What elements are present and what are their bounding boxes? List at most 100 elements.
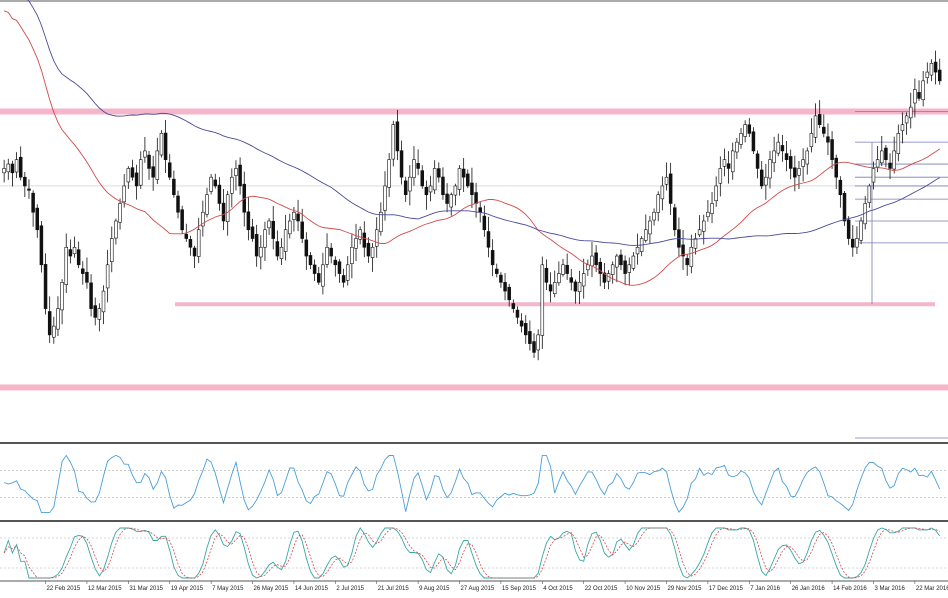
- candle-body: [18, 156, 23, 178]
- moving-average-slow: [27, 0, 940, 246]
- candle-body: [254, 234, 259, 257]
- rsi-pane: [0, 454, 948, 522]
- x-tick-label: 19 Apr 2015: [171, 586, 204, 592]
- candle-body: [937, 69, 942, 82]
- candle-body: [490, 250, 495, 266]
- candle-body: [424, 186, 429, 196]
- x-tick-label: 26 May 2015: [254, 586, 289, 592]
- candle-body: [292, 211, 296, 220]
- candle-body: [147, 154, 151, 169]
- candle-body: [925, 71, 930, 78]
- candle-body: [383, 185, 387, 211]
- candle-body: [776, 141, 781, 154]
- mid-support-zone: [175, 302, 935, 307]
- candle-body: [602, 272, 607, 283]
- candle-body: [921, 80, 925, 101]
- candle-body: [793, 167, 797, 178]
- candle-body: [784, 153, 789, 160]
- candle-body: [288, 220, 292, 235]
- candle-body: [830, 139, 834, 160]
- candle-body: [304, 239, 309, 257]
- candle-body: [693, 238, 698, 249]
- x-tick-label: 15 Sep 2015: [502, 586, 537, 592]
- candle-body: [788, 156, 793, 169]
- x-tick-label: 14 Feb 2016: [833, 586, 867, 592]
- candle-body: [714, 185, 718, 202]
- candle-body: [10, 163, 15, 174]
- candle-body: [345, 264, 350, 281]
- x-tick-label: 17 Dec 2015: [709, 586, 744, 592]
- candle-body: [23, 176, 27, 187]
- candle-body: [904, 115, 909, 124]
- moving-average-fast: [3, 10, 940, 286]
- candle-body: [834, 157, 838, 178]
- candle-body: [118, 203, 122, 223]
- candle-body: [110, 238, 114, 262]
- candle-body: [350, 246, 354, 264]
- candle-body: [2, 168, 6, 174]
- stochastic-pane: [0, 527, 948, 582]
- candle-body: [43, 264, 48, 309]
- candle-body: [263, 229, 267, 248]
- candle-body: [101, 290, 106, 313]
- candle-body: [482, 215, 487, 231]
- candle-body: [296, 213, 300, 222]
- candle-body: [569, 277, 574, 283]
- candle-body: [900, 124, 905, 132]
- candle-body: [213, 179, 218, 187]
- candle-body: [586, 264, 590, 271]
- candle-body: [855, 238, 859, 248]
- candle-body: [768, 159, 772, 179]
- candle-body: [275, 241, 280, 257]
- candle-body: [47, 311, 52, 336]
- resistance-zone: [0, 108, 948, 115]
- candle-body: [552, 282, 557, 294]
- candle-body: [441, 176, 445, 196]
- candle-body: [408, 176, 412, 192]
- candle-body: [917, 92, 921, 99]
- candle-body: [851, 238, 855, 248]
- candle-body: [184, 233, 189, 239]
- candle-body: [544, 267, 549, 283]
- candle-body: [557, 273, 561, 284]
- candle-body: [888, 162, 892, 169]
- x-tick-label: 4 Oct 2015: [543, 586, 573, 592]
- candle-body: [159, 133, 164, 156]
- candle-body: [685, 258, 689, 266]
- candle-body: [660, 185, 665, 200]
- candle-body: [822, 126, 826, 134]
- candle-body: [105, 264, 110, 289]
- candle-body: [540, 264, 545, 336]
- candle-body: [217, 184, 222, 204]
- candle-body: [722, 159, 727, 167]
- candle-body: [234, 168, 238, 176]
- candle-body: [573, 281, 578, 292]
- candle-body: [689, 246, 694, 267]
- candle-body: [283, 229, 288, 252]
- support-zone: [0, 384, 948, 391]
- candle-body: [416, 163, 420, 169]
- candle-body: [201, 211, 205, 227]
- candle-body: [246, 211, 251, 231]
- candle-body: [668, 173, 673, 204]
- candle-body: [221, 202, 226, 222]
- candle-body: [718, 168, 723, 184]
- candle-body: [457, 168, 462, 190]
- x-tick-label: 7 Jan 2016: [750, 586, 780, 592]
- candle-body: [250, 226, 255, 239]
- candle-body: [929, 63, 934, 76]
- candle-body: [39, 225, 44, 266]
- candle-body: [610, 264, 615, 275]
- candle-body: [89, 282, 93, 309]
- candle-body: [271, 220, 275, 239]
- candle-body: [126, 168, 131, 183]
- candle-body: [581, 273, 586, 287]
- candle-body: [312, 264, 317, 274]
- x-axis: 22 Feb 2015 12 Mar 2015 31 Mar 2015 19 Apr …: [45, 581, 948, 592]
- candle-body: [317, 273, 321, 283]
- candle-body: [192, 247, 197, 257]
- candle-body: [623, 260, 627, 274]
- candle-body: [726, 163, 731, 169]
- candle-body: [64, 246, 68, 285]
